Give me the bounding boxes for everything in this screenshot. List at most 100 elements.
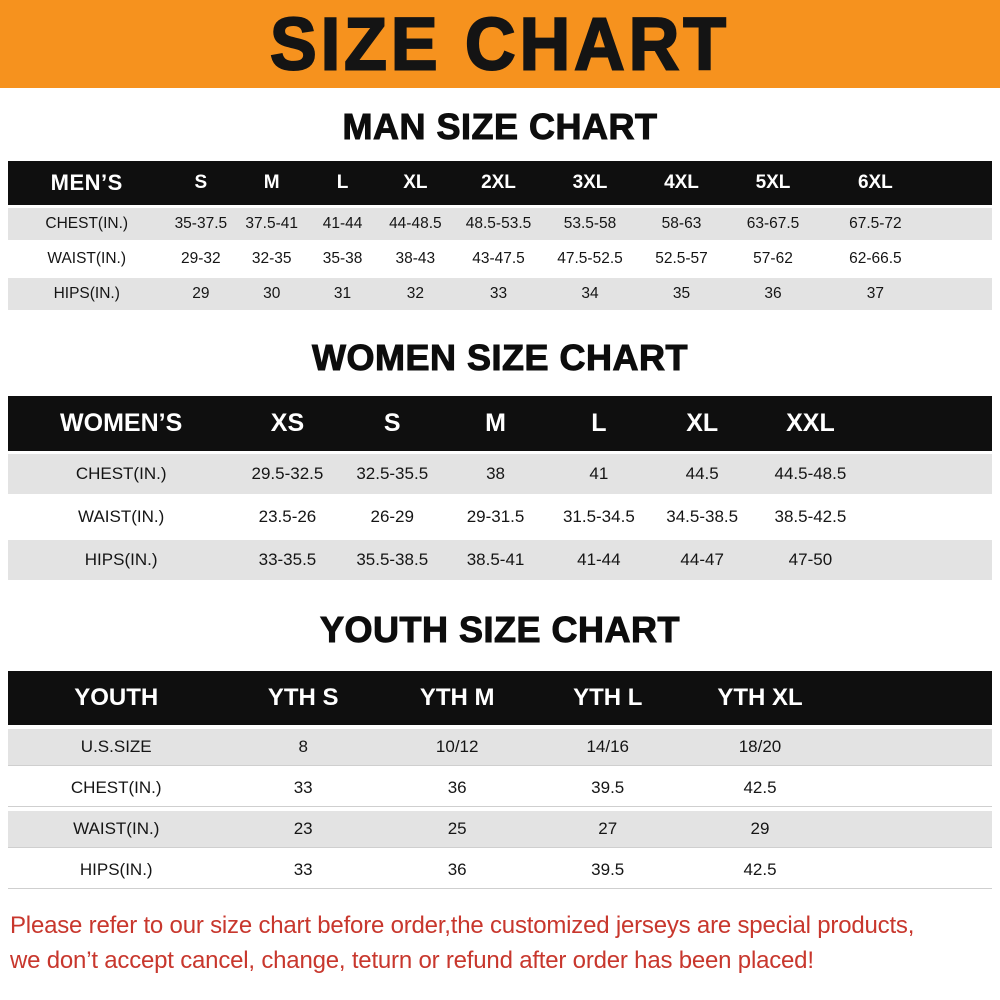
measurement-row: CHEST(IN.) 35-37.5 37.5-41 41-44 44-48.5 48.5…	[8, 208, 992, 240]
measurement-row: WAIST(IN.) 23 25 27 29	[8, 811, 992, 848]
row-label-cell: HIPS(IN.)	[8, 540, 235, 580]
measurement-value-cell: 39.5	[532, 852, 683, 889]
men-section: MAN SIZE CHART MEN’S S M L XL 2XL 3XL 4XL 5XL 6XL…	[0, 106, 1000, 313]
measurement-value-cell: 8	[224, 729, 382, 766]
measurement-value-cell: 36	[381, 770, 533, 807]
size-column-header: XL	[377, 161, 453, 205]
row-label-cell: U.S.SIZE	[8, 729, 225, 766]
measurement-value-cell: 38-43	[395, 250, 436, 267]
table-header-row: YOUTH YTH S YTH M YTH L YTH XL	[8, 671, 992, 725]
size-column-header: 4XL	[635, 161, 728, 205]
measurement-value-cell: 35	[635, 278, 728, 310]
size-column-header: M	[236, 161, 308, 205]
size-column-header: L	[547, 396, 651, 451]
measurement-value-cell: 53.5-58	[544, 208, 636, 240]
women-section-heading: WOMEN SIZE CHART	[312, 337, 688, 379]
youth-section-heading: YOUTH SIZE CHART	[319, 609, 680, 651]
measurement-value-cell: 44-48.5	[377, 208, 453, 240]
youth-section: YOUTH SIZE CHART YOUTH YTH S YTH M YTH L YTH…	[0, 609, 1000, 893]
row-label-cell: WAIST(IN.)	[78, 507, 165, 526]
size-column-header: 5XL	[727, 161, 819, 205]
women-size-table: WOMEN’S XS S M L XL XXL CHEST(IN.) 29.5-32.5 32.5…	[8, 393, 992, 583]
measurement-value-cell: 18/20	[683, 729, 992, 766]
measurement-value-cell: 23	[224, 811, 382, 848]
size-column-header: XXL	[753, 396, 992, 451]
table-title-cell: WOMEN’S	[8, 396, 235, 451]
measurement-value-cell: 38.5-41	[443, 540, 548, 580]
measurement-value-cell: 29-32	[181, 250, 221, 267]
measurement-value-cell: 29.5-32.5	[234, 454, 341, 494]
row-label-cell: CHEST(IN.)	[8, 770, 225, 807]
measurement-value-cell: 35-38	[322, 250, 363, 267]
measurement-value-cell: 38.5-42.5	[774, 507, 847, 526]
footer-note-line2: we don’t accept cancel, change, teturn o…	[10, 946, 814, 974]
measurement-value-cell: 31.5-34.5	[562, 507, 635, 526]
row-label-cell: HIPS(IN.)	[8, 852, 225, 889]
measurement-value-cell: 33-35.5	[234, 540, 341, 580]
size-column-header: YTH L	[532, 671, 683, 725]
measurement-value-cell: 47-50	[753, 540, 992, 580]
youth-size-table: YOUTH YTH S YTH M YTH L YTH XL U.S.SIZE 8 10/12…	[8, 667, 992, 893]
size-column-header: 2XL	[452, 161, 545, 205]
size-column-header: YTH XL	[683, 671, 992, 725]
measurement-value-cell: 38	[443, 454, 548, 494]
measurement-row: HIPS(IN.) 33-35.5 35.5-38.5 38.5-41 41-44 44-…	[8, 540, 992, 580]
measurement-row: WAIST(IN.) 29-32 32-35 35-38 38-43 43-47.5 47.…	[8, 243, 992, 275]
size-column-header: S	[165, 161, 237, 205]
measurement-row: CHEST(IN.) 29.5-32.5 32.5-35.5 38 41 44.5 44.5…	[8, 454, 992, 494]
measurement-value-cell: 58-63	[635, 208, 728, 240]
measurement-value-cell: 42.5	[683, 852, 992, 889]
measurement-value-cell: 37.5-41	[236, 208, 308, 240]
table-title-cell: YOUTH	[8, 671, 225, 725]
footer-note: Please refer to our size chart before or…	[10, 909, 1000, 979]
measurement-value-cell: 23.5-26	[258, 507, 317, 526]
measurement-value-cell: 25	[381, 811, 533, 848]
size-column-header: 3XL	[544, 161, 636, 205]
measurement-value-cell: 43-47.5	[472, 250, 525, 267]
footer-note-line1: Please refer to our size chart before or…	[10, 912, 915, 939]
measurement-value-cell: 47.5-52.5	[557, 250, 623, 267]
men-section-heading: MAN SIZE CHART	[342, 106, 658, 148]
measurement-value-cell: 44-47	[650, 540, 754, 580]
measurement-value-cell: 33	[452, 278, 545, 310]
size-column-header: XL	[650, 396, 754, 451]
table-title-cell: MEN’S	[8, 161, 166, 205]
row-label-cell: HIPS(IN.)	[8, 278, 166, 310]
size-column-header: XS	[234, 396, 341, 451]
row-label-cell: WAIST(IN.)	[47, 250, 127, 267]
measurement-value-cell: 26-29	[370, 507, 414, 526]
measurement-value-cell: 35-37.5	[165, 208, 237, 240]
measurement-value-cell: 48.5-53.5	[452, 208, 545, 240]
measurement-value-cell: 29-31.5	[466, 507, 525, 526]
size-column-header: S	[340, 396, 444, 451]
size-column-header: L	[307, 161, 378, 205]
measurement-row: HIPS(IN.) 29 30 31 32 33 34 35 36 37	[8, 278, 992, 310]
measurement-row: U.S.SIZE 8 10/12 14/16 18/20	[8, 729, 992, 766]
banner: SIZE CHART	[0, 0, 1000, 88]
measurement-value-cell: 63-67.5	[727, 208, 819, 240]
measurement-value-cell: 31	[307, 278, 378, 310]
row-label-cell: CHEST(IN.)	[8, 454, 235, 494]
measurement-value-cell: 42.5	[683, 770, 992, 807]
measurement-value-cell: 30	[236, 278, 308, 310]
measurement-value-cell: 29	[683, 811, 992, 848]
measurement-value-cell: 32	[377, 278, 453, 310]
measurement-value-cell: 32-35	[251, 250, 292, 267]
measurement-value-cell: 62-66.5	[849, 250, 902, 267]
measurement-value-cell: 27	[532, 811, 683, 848]
measurement-row: HIPS(IN.) 33 36 39.5 42.5	[8, 852, 992, 889]
measurement-value-cell: 52.5-57	[655, 250, 708, 267]
measurement-value-cell: 44.5	[650, 454, 754, 494]
measurement-value-cell: 37	[818, 278, 992, 310]
measurement-value-cell: 67.5-72	[818, 208, 992, 240]
measurement-value-cell: 35.5-38.5	[340, 540, 444, 580]
measurement-value-cell: 41	[547, 454, 651, 494]
size-column-header: M	[443, 396, 548, 451]
measurement-value-cell: 44.5-48.5	[753, 454, 992, 494]
measurement-value-cell: 36	[727, 278, 819, 310]
size-chart-page: SIZE CHART MAN SIZE CHART MEN’S S M L XL 2XL 3…	[0, 0, 1000, 979]
measurement-value-cell: 36	[381, 852, 533, 889]
women-section: WOMEN SIZE CHART WOMEN’S XS S M L XL XXL CHEST(…	[0, 337, 1000, 583]
measurement-value-cell: 10/12	[381, 729, 533, 766]
measurement-value-cell: 34.5-38.5	[666, 507, 739, 526]
